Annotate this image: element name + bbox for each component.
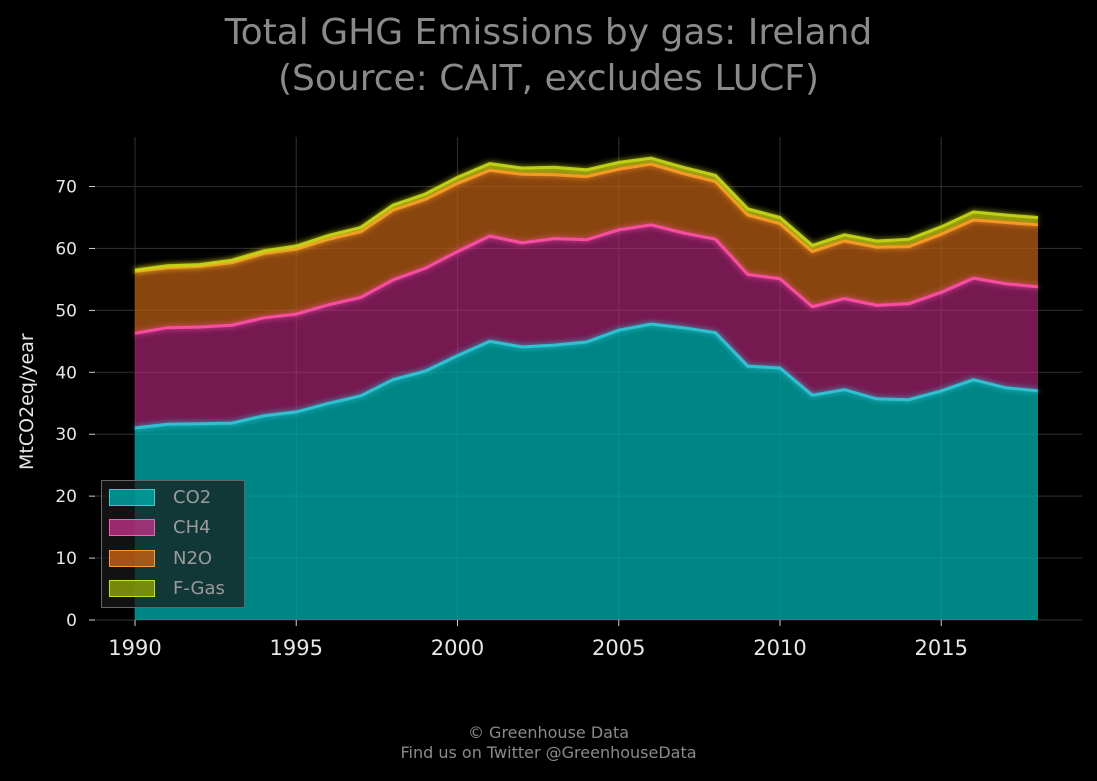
area-n2o (135, 164, 1038, 334)
legend-swatch-n2o (109, 549, 155, 567)
legend-label-fgas: F-Gas (173, 577, 225, 599)
y-tick-label: 50 (55, 301, 77, 321)
area-co2 (135, 324, 1038, 620)
legend-swatch-fgas (109, 579, 155, 597)
legend-item-co2: CO2 (109, 486, 212, 508)
line-co2 (134, 322, 1039, 430)
footer: © Greenhouse Data Find us on Twitter @Gr… (0, 723, 1097, 763)
legend-swatch-ch4 (109, 518, 155, 536)
line-n2o (134, 162, 1039, 273)
x-tick-label: 2010 (753, 636, 806, 660)
legend-item-fgas: F-Gas (109, 577, 225, 599)
y-tick-label: 0 (66, 611, 77, 631)
x-tick-label: 1995 (270, 636, 323, 660)
areas (135, 158, 1038, 620)
line-f-gas (134, 156, 1039, 272)
line-ch4 (134, 223, 1039, 335)
y-axis: 0 10 20 30 40 50 60 70 (55, 178, 95, 631)
footer-copyright: © Greenhouse Data (467, 723, 630, 742)
chart-title-line1: Total GHG Emissions by gas: Ireland (224, 12, 873, 53)
legend-label-ch4: CH4 (173, 516, 211, 538)
y-tick-label: 30 (55, 425, 77, 445)
x-tick-label: 2005 (592, 636, 645, 660)
y-tick-label: 20 (55, 487, 77, 507)
x-axis: 1990 1995 2000 2005 2010 2015 (108, 620, 968, 660)
chart-title-line2: (Source: CAIT, excludes LUCF) (277, 58, 820, 99)
series-lines (134, 156, 1039, 430)
x-tick-label: 2015 (915, 636, 968, 660)
legend-label-n2o: N2O (173, 547, 213, 569)
legend-item-ch4: CH4 (109, 516, 211, 538)
x-tick-label: 2000 (431, 636, 484, 660)
y-tick-label: 70 (55, 178, 77, 198)
footer-twitter: Find us on Twitter @GreenhouseData (400, 743, 697, 762)
y-axis-label: MtCO2eq/year (16, 333, 38, 470)
legend: CO2 CH4 N2O F-Gas (101, 480, 245, 608)
y-tick-label: 10 (55, 549, 77, 569)
y-tick-label: 60 (55, 239, 77, 259)
legend-item-n2o: N2O (109, 547, 213, 569)
legend-swatch-co2 (109, 488, 155, 506)
chart-title: Total GHG Emissions by gas: Ireland (Sou… (0, 10, 1097, 102)
y-tick-label: 40 (55, 363, 77, 383)
area-ch4 (135, 224, 1038, 428)
x-tick-label: 1990 (108, 636, 161, 660)
legend-label-co2: CO2 (173, 486, 212, 508)
